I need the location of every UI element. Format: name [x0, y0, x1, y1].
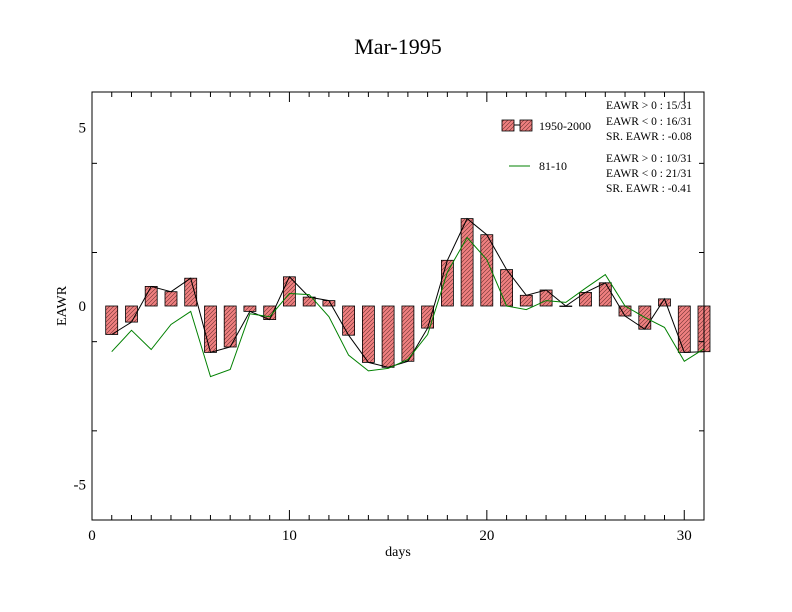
- legend-label-line: 81-10: [539, 159, 567, 173]
- bar-day-13: [342, 305, 356, 336]
- bar-day-6: [204, 305, 217, 353]
- bar-day-22: [519, 294, 533, 307]
- bar-day-4: [164, 291, 178, 307]
- x-tick-label: 0: [88, 528, 96, 544]
- legend-stat-line-positive: EAWR > 0 : 10/31: [606, 153, 692, 165]
- line-81-10: [111, 236, 705, 378]
- y-axis-label: EAWR: [55, 285, 70, 326]
- y-axis: -5 0 5: [74, 121, 704, 521]
- legend-swatch-bar-1: [501, 119, 515, 132]
- bar-day-15: [381, 305, 395, 368]
- bar-day-30: [677, 305, 691, 353]
- legend-stat-bars-sr: SR. EAWR : -0.08: [606, 131, 692, 143]
- legend-stat-bars-positive: EAWR > 0 : 15/31: [606, 100, 692, 112]
- bar-day-11: [302, 296, 316, 307]
- bar-day-18: [440, 259, 454, 307]
- legend-stat-line-negative: EAWR < 0 : 21/31: [606, 168, 692, 180]
- legend-stat-bars-negative: EAWR < 0 : 16/31: [606, 116, 692, 128]
- bar-day-26: [598, 282, 612, 307]
- bar-day-7: [223, 305, 237, 348]
- legend-swatch-bar-2: [519, 119, 533, 132]
- bar-day-8: [243, 305, 257, 312]
- x-tick-label: 20: [479, 528, 494, 544]
- bar-day-25: [579, 291, 592, 307]
- x-tick-label: 10: [282, 528, 297, 544]
- bar-connector-line: [111, 217, 705, 368]
- bar-day-17: [421, 305, 435, 329]
- legend-stat-line-sr: SR. EAWR : -0.41: [606, 183, 692, 195]
- x-axis-label: days: [385, 545, 411, 560]
- bar-day-16: [401, 305, 415, 362]
- chart-title: Mar-1995: [354, 34, 442, 59]
- bar-day-27: [618, 305, 632, 317]
- legend-label-bars: 1950-2000: [539, 119, 591, 133]
- bar-series: [105, 218, 711, 368]
- y-tick-label: 0: [79, 299, 87, 315]
- y-tick-label: -5: [74, 477, 87, 493]
- bar-day-14: [361, 305, 375, 363]
- plot-frame: [91, 91, 705, 521]
- x-tick-label: 30: [677, 528, 692, 544]
- bar-series-connector: [111, 217, 705, 368]
- x-axis: 0 10 20 30: [88, 92, 705, 544]
- bar-day-1: [105, 305, 119, 335]
- line-series: [111, 236, 705, 378]
- bar-day-23: [539, 289, 553, 307]
- bar-day-3: [144, 285, 158, 307]
- bar-day-19: [460, 218, 474, 307]
- y-tick-label: 5: [79, 121, 87, 137]
- legend: 1950-2000 EAWR > 0 : 15/31 EAWR < 0 : 16…: [501, 100, 692, 195]
